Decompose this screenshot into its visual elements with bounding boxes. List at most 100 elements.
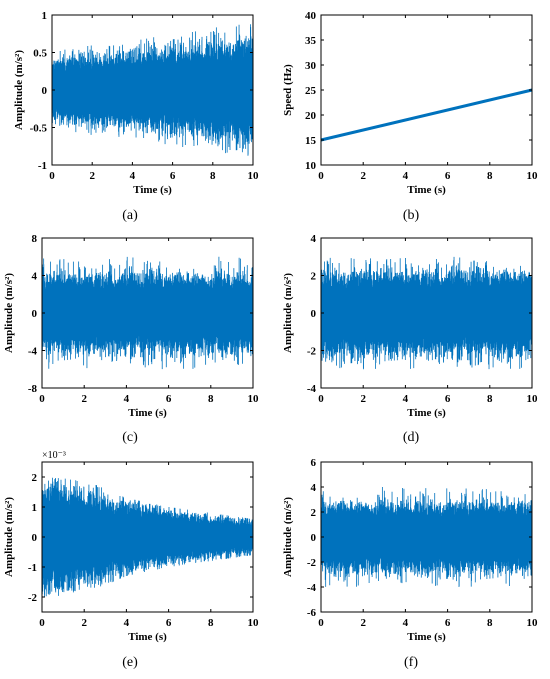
x-tick-label-e: 4: [124, 617, 130, 629]
y-tick-label-c: -8: [28, 383, 38, 395]
y-tick-label-a: 0: [42, 85, 48, 97]
x-tick-label-b: 10: [527, 170, 539, 182]
y-tick-label-d: 0: [311, 308, 317, 320]
x-tick-label-d: 0: [318, 393, 324, 405]
x-tick-label-d: 4: [403, 393, 409, 405]
y-tick-label-e: -1: [28, 562, 37, 574]
y-axis-label-c: Amplitude (m/s²): [3, 273, 15, 353]
chart-panel-d: 0 2 4 6 8 10 -4 -2 0 2 4 Time (s) Amplitude (m/s²) (d…: [282, 233, 538, 445]
y-tick-label-d: 2: [311, 271, 317, 283]
panel-caption-b: (b): [403, 208, 420, 223]
x-tick-label-e: 6: [166, 617, 172, 629]
x-tick-label-f: 4: [403, 617, 409, 629]
x-tick-label-e: 8: [208, 617, 214, 629]
y-tick-label-a: -1: [38, 160, 47, 172]
y-tick-label-f: -4: [307, 582, 317, 594]
x-tick-label-c: 10: [248, 393, 260, 405]
y-tick-label-d: -2: [307, 346, 317, 358]
signal-waveform-a: [51, 24, 254, 156]
x-tick-label-a: 10: [248, 170, 260, 182]
x-tick-label-e: 10: [248, 617, 260, 629]
x-tick-label-d: 10: [527, 393, 539, 405]
x-tick-label-a: 8: [210, 170, 216, 182]
x-tick-label-b: 4: [403, 170, 409, 182]
x-axis-label-b: Time (s): [407, 184, 446, 196]
x-axis-label-c: Time (s): [128, 407, 167, 419]
signal-waveform-e: [41, 477, 254, 597]
x-tick-label-f: 2: [360, 617, 366, 629]
y-tick-label-b: 35: [305, 35, 317, 47]
chart-panel-e: 0 2 4 6 8 10 -2 -1 0 1 2 Time (s) Amplitude (m/s²) ×1…: [3, 450, 259, 670]
x-tick-label-e: 0: [39, 617, 45, 629]
chart-panel-a: 0 2 4 6 8 10 -1 -0.5 0 0.5 1 Time (s) Amplitude (m/s…: [13, 10, 259, 223]
y-tick-label-b: 25: [305, 85, 317, 97]
y-axis-label-f: Amplitude (m/s²): [282, 497, 294, 577]
x-tick-label-a: 2: [89, 170, 95, 182]
chart-panel-b: 0 2 4 6 8 10 10 15 20 25 30 35 40 Time (s) Speed (Hz) (…: [282, 10, 538, 223]
x-tick-label-f: 6: [445, 617, 451, 629]
x-tick-label-b: 6: [445, 170, 451, 182]
x-tick-label-b: 2: [360, 170, 366, 182]
x-tick-label-a: 4: [130, 170, 136, 182]
x-axis-label-f: Time (s): [407, 631, 446, 643]
x-tick-label-a: 0: [49, 170, 55, 182]
signal-waveform-c: [41, 256, 254, 370]
y-axis-label-e: Amplitude (m/s²): [3, 497, 15, 577]
x-tick-label-c: 8: [208, 393, 214, 405]
y-tick-label-b: 15: [305, 135, 317, 147]
y-tick-label-f: 0: [311, 532, 317, 544]
x-axis-label-d: Time (s): [407, 407, 446, 419]
y-tick-label-a: -0.5: [30, 123, 48, 135]
y-tick-label-e: 0: [32, 532, 38, 544]
y-tick-label-e: -2: [28, 592, 38, 604]
signal-waveform-f: [320, 487, 533, 587]
chart-panel-c: 0 2 4 6 8 10 -8 -4 0 4 8 Time (s) Amplitude (m/s²) (c…: [3, 233, 259, 445]
y-tick-label-f: 6: [311, 457, 317, 469]
y-axis-label-d: Amplitude (m/s²): [282, 273, 294, 353]
x-tick-label-e: 2: [81, 617, 87, 629]
x-tick-label-c: 6: [166, 393, 172, 405]
x-tick-label-c: 4: [124, 393, 130, 405]
y-exponent-label-e: ×10⁻³: [42, 450, 66, 461]
y-tick-label-a: 0.5: [33, 48, 47, 60]
y-tick-label-c: -4: [28, 346, 38, 358]
x-axis-label-e: Time (s): [128, 631, 167, 643]
y-tick-label-c: 4: [32, 271, 38, 283]
x-tick-label-d: 2: [360, 393, 366, 405]
panel-caption-c: (c): [122, 430, 138, 445]
y-axis-label-a: Amplitude (m/s²): [13, 50, 25, 130]
y-tick-label-b: 10: [305, 160, 317, 172]
x-tick-label-f: 8: [487, 617, 493, 629]
plot-frame-b: [320, 14, 533, 166]
panel-caption-d: (d): [403, 430, 420, 445]
panel-caption-f: (f): [404, 655, 418, 670]
y-tick-label-f: 2: [311, 507, 317, 519]
y-axis-label-b: Speed (Hz): [282, 64, 294, 116]
x-tick-label-d: 8: [487, 393, 493, 405]
signal-waveform-d: [320, 256, 533, 370]
x-tick-label-b: 8: [487, 170, 493, 182]
y-tick-label-c: 0: [32, 308, 38, 320]
x-tick-label-a: 6: [170, 170, 176, 182]
x-tick-label-f: 10: [527, 617, 539, 629]
y-tick-label-d: -4: [307, 383, 317, 395]
panel-caption-a: (a): [122, 208, 138, 223]
chart-panel-f: 0 2 4 6 8 10 -6 -4 -2 0 2 4 6 Time (s) Amplitude (m/s²…: [282, 457, 538, 670]
y-tick-label-b: 40: [305, 10, 317, 22]
panel-caption-e: (e): [122, 655, 138, 670]
y-tick-label-e: 1: [32, 502, 38, 514]
x-tick-label-d: 6: [445, 393, 451, 405]
y-tick-label-b: 30: [305, 60, 317, 72]
x-tick-label-f: 0: [318, 617, 324, 629]
y-tick-label-a: 1: [42, 10, 48, 22]
y-tick-label-e: 2: [32, 472, 38, 484]
y-tick-label-c: 8: [32, 233, 38, 245]
y-tick-label-b: 20: [305, 110, 317, 122]
x-tick-label-c: 2: [81, 393, 87, 405]
y-tick-label-d: 4: [311, 233, 317, 245]
x-tick-label-b: 0: [318, 170, 324, 182]
x-axis-label-a: Time (s): [133, 184, 172, 196]
y-tick-label-f: -2: [307, 557, 317, 569]
y-tick-label-f: -6: [307, 607, 317, 619]
